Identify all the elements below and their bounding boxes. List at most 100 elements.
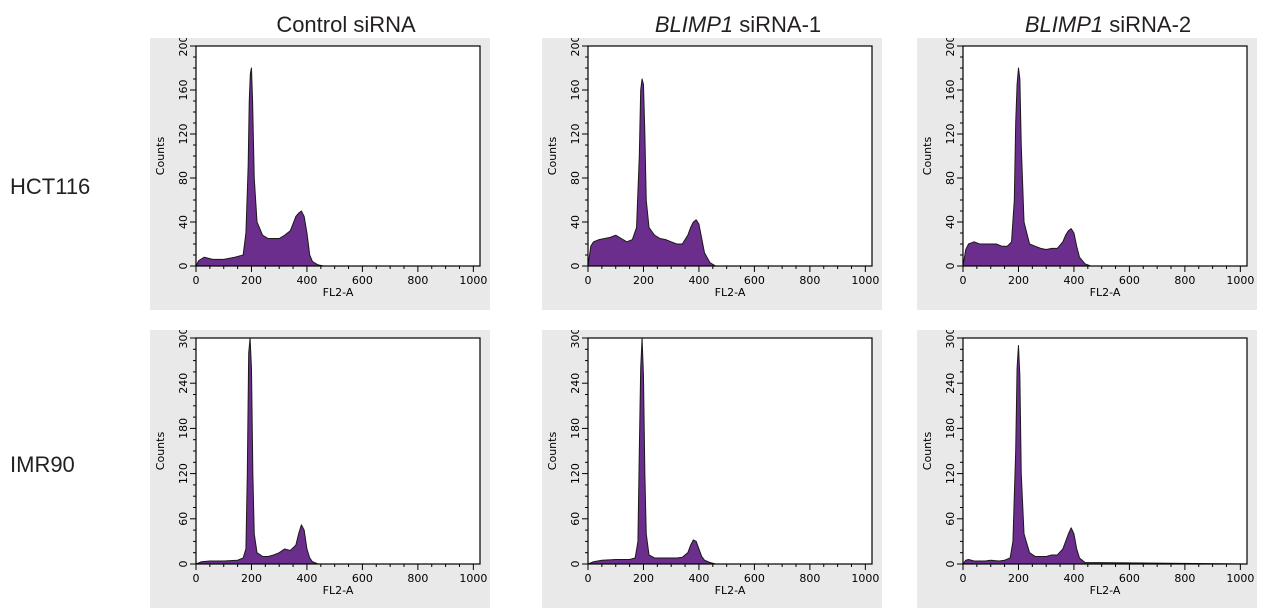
x-tick-label: 0 bbox=[193, 274, 200, 287]
y-tick-label: 180 bbox=[944, 418, 957, 439]
x-tick-label: 400 bbox=[688, 274, 709, 287]
y-tick-label: 240 bbox=[177, 373, 190, 394]
x-tick-label: 600 bbox=[1119, 572, 1140, 585]
histogram-chart: 0 200 400 600 800 1000 0 60 120 180 240 300 FL2-A Cou… bbox=[154, 330, 487, 597]
x-tick-label: 1000 bbox=[1226, 572, 1254, 585]
y-tick-label: 160 bbox=[944, 80, 957, 101]
y-tick-label: 120 bbox=[944, 463, 957, 484]
plot-area bbox=[588, 338, 872, 564]
column-title-blimp1-2: BLIMP1 siRNA-2 bbox=[948, 12, 1264, 38]
y-tick-label: 0 bbox=[569, 561, 582, 568]
column-title-blimp1-1: BLIMP1 siRNA-1 bbox=[578, 12, 898, 38]
histogram-panel-hct116-blimp1-2: 0 200 400 600 800 1000 0 40 80 120 160 200 FL2-A Coun… bbox=[917, 38, 1257, 310]
x-tick-label: 200 bbox=[241, 572, 262, 585]
histogram-area bbox=[587, 78, 873, 267]
y-tick-label: 200 bbox=[177, 38, 190, 57]
x-tick-label: 600 bbox=[744, 274, 765, 287]
y-tick-label: 180 bbox=[569, 418, 582, 439]
plot-area bbox=[588, 46, 872, 266]
y-tick-label: 120 bbox=[177, 463, 190, 484]
y-axis-label: Counts bbox=[921, 432, 934, 471]
y-tick-label: 240 bbox=[944, 373, 957, 394]
y-tick-label: 240 bbox=[569, 373, 582, 394]
x-tick-label: 1000 bbox=[459, 274, 487, 287]
x-tick-label: 400 bbox=[688, 572, 709, 585]
histogram-panel-imr90-blimp1-1: 0 200 400 600 800 1000 0 60 120 180 240 300 FL2-A Cou… bbox=[542, 330, 882, 608]
y-tick-label: 40 bbox=[569, 215, 582, 229]
plot-area bbox=[963, 46, 1247, 266]
x-tick-label: 800 bbox=[1174, 572, 1195, 585]
x-tick-label: 200 bbox=[633, 274, 654, 287]
histogram-area bbox=[195, 67, 481, 267]
x-tick-label: 0 bbox=[585, 274, 592, 287]
histogram-area bbox=[962, 345, 1248, 565]
column-title-plain: siRNA-2 bbox=[1103, 12, 1192, 37]
histogram-chart: 0 200 400 600 800 1000 0 40 80 120 160 200 FL2-A Coun… bbox=[921, 38, 1254, 299]
y-tick-label: 120 bbox=[569, 124, 582, 145]
x-tick-label: 800 bbox=[407, 274, 428, 287]
y-tick-label: 60 bbox=[177, 512, 190, 526]
row-label-hct116: HCT116 bbox=[10, 174, 91, 199]
x-axis-label: FL2-A bbox=[323, 286, 354, 299]
histogram-panel-imr90-control: 0 200 400 600 800 1000 0 60 120 180 240 300 FL2-A Cou… bbox=[150, 330, 490, 608]
x-axis-label: FL2-A bbox=[715, 286, 746, 299]
y-tick-label: 0 bbox=[177, 561, 190, 568]
column-title-italic: BLIMP1 bbox=[654, 12, 734, 37]
x-tick-label: 400 bbox=[296, 572, 317, 585]
x-tick-label: 200 bbox=[633, 572, 654, 585]
y-tick-label: 0 bbox=[944, 561, 957, 568]
column-title-italic: BLIMP1 bbox=[1024, 12, 1104, 37]
plot-area bbox=[196, 338, 480, 564]
y-tick-label: 180 bbox=[177, 418, 190, 439]
y-tick-label: 0 bbox=[569, 263, 582, 270]
histogram-chart: 0 200 400 600 800 1000 0 40 80 120 160 200 FL2-A Coun… bbox=[546, 38, 879, 299]
x-tick-label: 200 bbox=[1008, 572, 1029, 585]
histogram-area bbox=[587, 337, 873, 565]
y-tick-label: 300 bbox=[944, 330, 957, 349]
x-axis-label: FL2-A bbox=[323, 584, 354, 597]
x-axis-label: FL2-A bbox=[715, 584, 746, 597]
x-tick-label: 1000 bbox=[459, 572, 487, 585]
x-tick-label: 600 bbox=[352, 274, 373, 287]
x-tick-label: 400 bbox=[1063, 572, 1084, 585]
x-tick-label: 0 bbox=[585, 572, 592, 585]
histogram-chart: 0 200 400 600 800 1000 0 60 120 180 240 300 FL2-A Cou… bbox=[921, 330, 1254, 597]
y-axis-label: Counts bbox=[546, 137, 559, 176]
x-tick-label: 200 bbox=[1008, 274, 1029, 287]
x-axis-label: FL2-A bbox=[1090, 286, 1121, 299]
histogram-panel-imr90-blimp1-2: 0 200 400 600 800 1000 0 60 120 180 240 300 FL2-A Cou… bbox=[917, 330, 1257, 608]
y-tick-label: 40 bbox=[944, 215, 957, 229]
y-tick-label: 60 bbox=[569, 512, 582, 526]
y-axis-label: Counts bbox=[154, 432, 167, 471]
y-tick-label: 120 bbox=[177, 124, 190, 145]
histogram-chart: 0 200 400 600 800 1000 0 60 120 180 240 300 FL2-A Cou… bbox=[546, 330, 879, 597]
x-tick-label: 400 bbox=[1063, 274, 1084, 287]
x-tick-label: 800 bbox=[799, 274, 820, 287]
y-tick-label: 200 bbox=[569, 38, 582, 57]
y-tick-label: 40 bbox=[177, 215, 190, 229]
y-tick-label: 160 bbox=[569, 80, 582, 101]
plot-area bbox=[196, 46, 480, 266]
histogram-panel-hct116-blimp1-1: 0 200 400 600 800 1000 0 40 80 120 160 200 FL2-A Coun… bbox=[542, 38, 882, 310]
column-title-plain: siRNA-1 bbox=[733, 12, 822, 37]
x-tick-label: 200 bbox=[241, 274, 262, 287]
x-tick-label: 800 bbox=[1174, 274, 1195, 287]
x-tick-label: 600 bbox=[352, 572, 373, 585]
y-tick-label: 200 bbox=[944, 38, 957, 57]
x-tick-label: 0 bbox=[960, 274, 967, 287]
y-tick-label: 300 bbox=[177, 330, 190, 349]
y-tick-label: 160 bbox=[177, 80, 190, 101]
histogram-panel-hct116-control: 0 200 400 600 800 1000 0 40 80 120 160 200 FL2-A Coun… bbox=[150, 38, 490, 310]
x-tick-label: 1000 bbox=[851, 572, 879, 585]
y-tick-label: 120 bbox=[569, 463, 582, 484]
x-axis-label: FL2-A bbox=[1090, 584, 1121, 597]
y-tick-label: 0 bbox=[177, 263, 190, 270]
x-tick-label: 600 bbox=[744, 572, 765, 585]
y-axis-label: Counts bbox=[154, 137, 167, 176]
x-tick-label: 1000 bbox=[1226, 274, 1254, 287]
histogram-chart: 0 200 400 600 800 1000 0 40 80 120 160 200 FL2-A Coun… bbox=[154, 38, 487, 299]
y-tick-label: 120 bbox=[944, 124, 957, 145]
plot-area bbox=[963, 338, 1247, 564]
y-tick-label: 60 bbox=[944, 512, 957, 526]
row-label-imr90: IMR90 bbox=[10, 452, 75, 477]
